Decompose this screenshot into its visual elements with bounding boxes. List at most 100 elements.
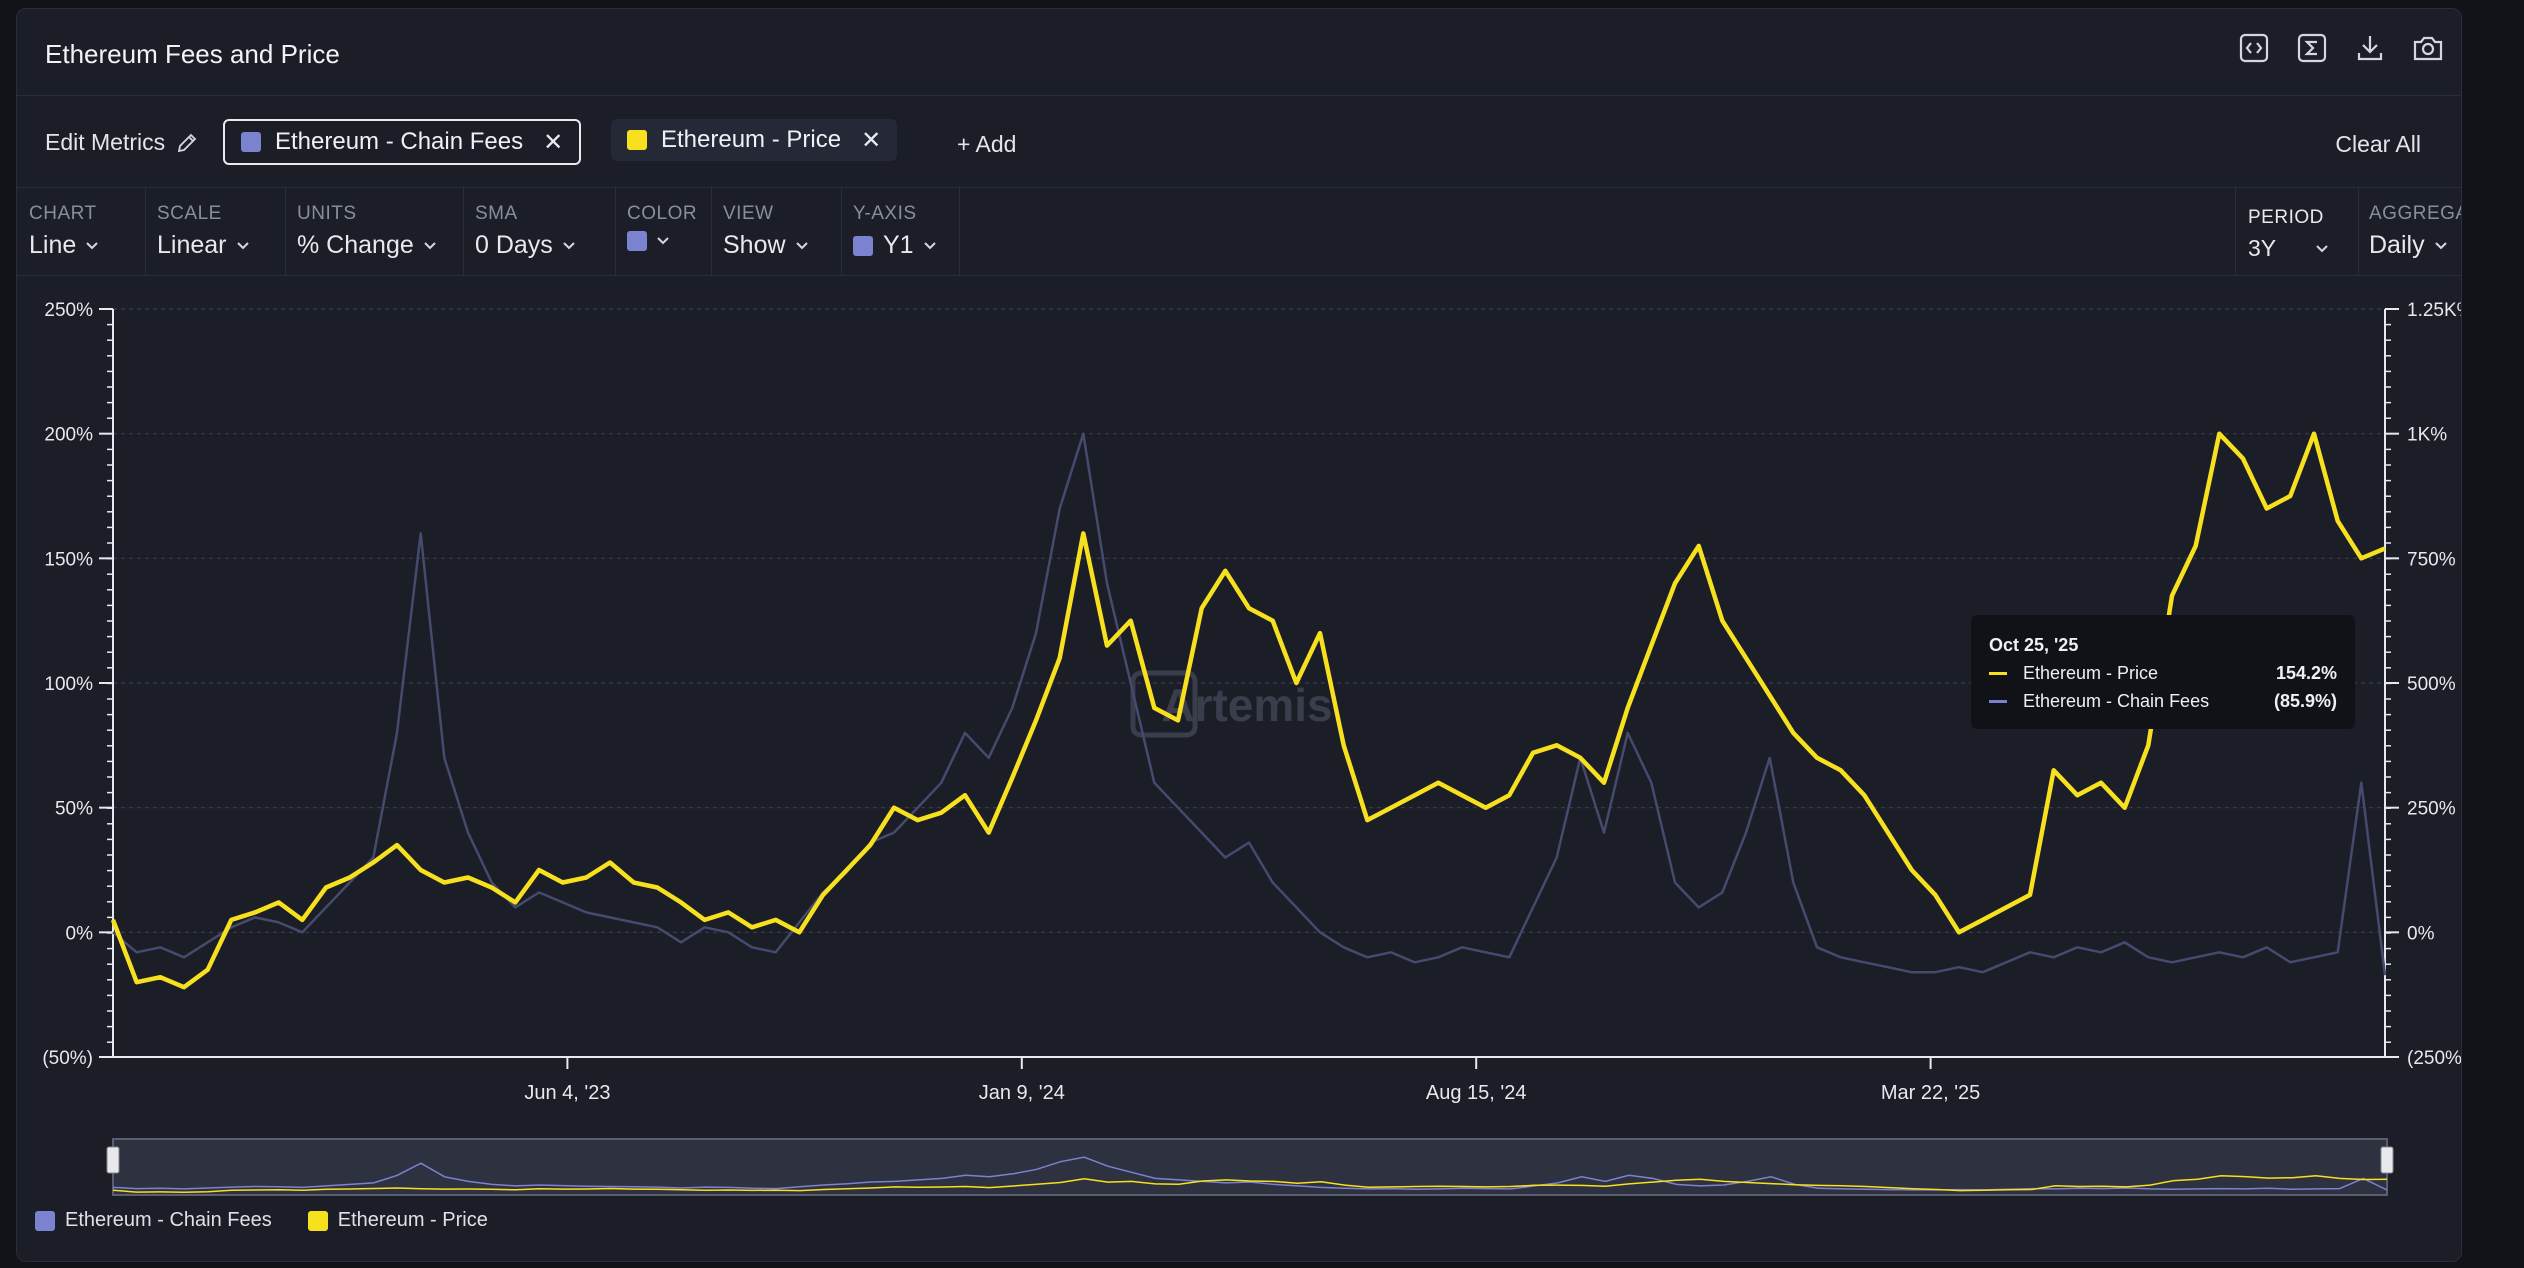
x-tick-label: Jan 9, '24 (979, 1082, 1065, 1104)
y2-tick-label: 0% (2407, 923, 2435, 944)
y2-tick-label: 500% (2407, 674, 2456, 695)
chevron-down-icon (795, 241, 808, 249)
control-label: Y-AXIS (853, 203, 917, 224)
y2-tick-label: 1.25K% (2407, 300, 2461, 321)
y2-tick-label: 750% (2407, 549, 2456, 570)
sma-select[interactable]: SMA 0 Days (463, 187, 616, 275)
y2-tick-label: (250%) (2407, 1048, 2461, 1069)
metric-chip-chain-fees[interactable]: Ethereum - Chain Fees ✕ (223, 119, 582, 165)
panel-header: Ethereum Fees and Price (17, 9, 2461, 96)
navigator-handle-left[interactable] (106, 1146, 120, 1174)
navigator-handle-right[interactable] (2380, 1146, 2394, 1174)
tooltip-date: Oct 25, '25 (1989, 635, 2079, 655)
y1-tick-label: 250% (44, 300, 93, 321)
y-axis-select[interactable]: Y-AXIS Y1 (841, 187, 960, 275)
control-label: SMA (475, 203, 518, 224)
pencil-icon (177, 133, 197, 152)
edit-metrics-button[interactable]: Edit Metrics (45, 129, 199, 156)
download-icon[interactable] (2353, 31, 2387, 65)
control-value: 3Y (2248, 235, 2277, 261)
color-swatch (627, 231, 647, 251)
y1-tick-label: 0% (66, 923, 94, 944)
x-tick-label: Jun 4, '23 (524, 1082, 610, 1104)
y1-tick-label: (50%) (42, 1048, 93, 1069)
control-label: CHART (29, 203, 97, 224)
control-value: 0 Days (475, 231, 553, 259)
embed-code-icon[interactable] (2237, 31, 2271, 65)
chart-controls: CHART Line SCALE Linear UNITS % Change S… (17, 187, 2461, 276)
legend-label: Ethereum - Price (337, 1209, 488, 1231)
control-label: SCALE (157, 203, 222, 224)
chart-legend: Ethereum - Chain Fees Ethereum - Price (35, 1209, 488, 1232)
y1-tick-label: 200% (44, 425, 93, 446)
units-select[interactable]: UNITS % Change (285, 187, 464, 275)
chevron-down-icon (2434, 241, 2447, 249)
legend-swatch (35, 1210, 55, 1231)
chevron-down-icon (923, 241, 936, 249)
remove-price-icon[interactable]: ✕ (861, 126, 882, 154)
control-value: Show (723, 231, 786, 259)
chevron-down-icon (2316, 244, 2328, 252)
metric-chip-price[interactable]: Ethereum - Price ✕ (611, 119, 898, 161)
y1-tick-label: 150% (44, 549, 93, 570)
control-value: % Change (297, 231, 414, 259)
price-swatch (627, 130, 647, 150)
remove-chain-fees-icon[interactable]: ✕ (543, 128, 564, 156)
control-value: Daily (2369, 231, 2425, 259)
legend-item-price[interactable]: Ethereum - Price (307, 1209, 488, 1232)
navigator-line-price (112, 1175, 2388, 1193)
period-select[interactable]: PERIOD 3Y (2235, 187, 2359, 275)
chart-type-select[interactable]: CHART Line (17, 187, 146, 275)
chevron-down-icon (86, 241, 98, 249)
scale-select[interactable]: SCALE Linear (145, 187, 286, 275)
color-select[interactable]: COLOR (615, 187, 712, 275)
control-value: Linear (157, 231, 227, 259)
control-label: UNITS (297, 203, 357, 224)
chevron-down-icon (657, 237, 669, 245)
control-label: PERIOD (2248, 207, 2324, 228)
tooltip-fees-line (1989, 700, 2007, 703)
view-select[interactable]: VIEW Show (711, 187, 842, 275)
control-value: Y1 (883, 231, 914, 259)
metric-chip-label: Ethereum - Chain Fees (275, 128, 524, 155)
control-label: COLOR (627, 203, 698, 224)
watermark-text: Artemis (1161, 679, 1332, 731)
tooltip-price-line (1989, 672, 2007, 675)
chart-panel: Ethereum Fees and Price Edit Metrics Eth… (16, 8, 2462, 1262)
sigma-formula-icon[interactable] (2295, 31, 2329, 65)
control-label: AGGREGATE (2369, 203, 2461, 224)
add-metric-button[interactable]: + Add (957, 131, 1017, 157)
camera-icon[interactable] (2411, 31, 2445, 65)
x-tick-label: Mar 22, '25 (1881, 1082, 1980, 1104)
legend-swatch (307, 1210, 328, 1231)
series-line-chain-fees (112, 432, 2387, 976)
tooltip-name: Ethereum - Chain Fees (2023, 691, 2210, 711)
tooltip-value: (85.9%) (2273, 691, 2337, 711)
control-value: Line (29, 231, 77, 259)
x-tick-label: Aug 15, '24 (1426, 1082, 1527, 1104)
legend-item-chain-fees[interactable]: Ethereum - Chain Fees (35, 1209, 272, 1232)
y-axis-swatch (853, 235, 873, 256)
page-title: Ethereum Fees and Price (45, 39, 340, 69)
y2-tick-label: 250% (2407, 799, 2456, 820)
tooltip-name: Ethereum - Price (2023, 663, 2159, 683)
line-chart[interactable]: Artemis 250% 200% 150% 100% 50% 0% (50%) 1.25K% 1… (17, 9, 2461, 1261)
chart-tooltip: Oct 25, '25 Ethereum - Price 154.2% Ethe… (1971, 615, 2355, 729)
y1-tick-label: 50% (55, 799, 93, 820)
toolbar (2237, 31, 2445, 65)
chain-fees-swatch (241, 132, 261, 152)
y2-tick-label: 1K% (2407, 425, 2447, 446)
chevron-down-icon (424, 241, 436, 249)
edit-metrics-label: Edit Metrics (45, 129, 166, 155)
metric-chip-label: Ethereum - Price (661, 126, 842, 153)
legend-label: Ethereum - Chain Fees (65, 1209, 272, 1231)
chevron-down-icon (236, 241, 249, 249)
control-label: VIEW (723, 203, 774, 224)
clear-all-button[interactable]: Clear All (2335, 131, 2421, 157)
series-line-price (110, 431, 2386, 990)
watermark-logo (1130, 670, 1198, 738)
tooltip-value: 154.2% (2275, 663, 2337, 683)
aggregate-select[interactable]: AGGREGATE Daily (2357, 187, 2461, 275)
tooltip-row-price: Ethereum - Price 154.2% (1989, 663, 2337, 684)
chevron-down-icon (563, 241, 575, 249)
